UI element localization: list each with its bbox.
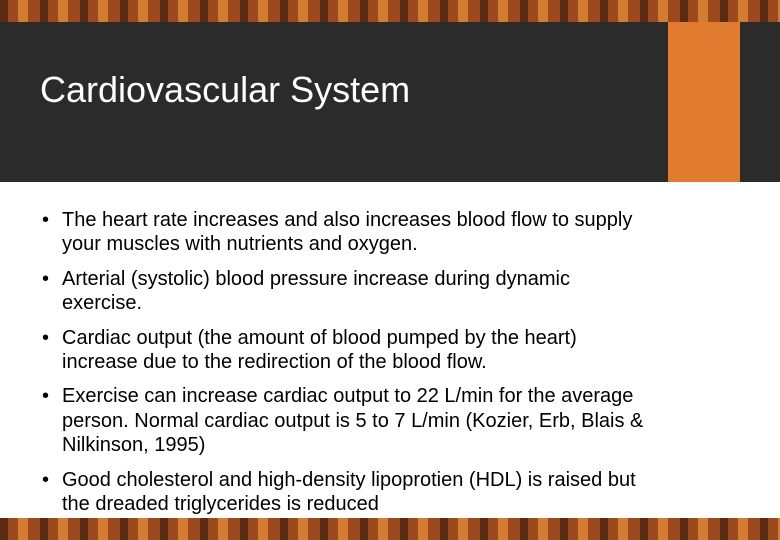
border-top-stripe: [0, 0, 780, 22]
slide-title: Cardiovascular System: [40, 70, 410, 110]
bullet-item: The heart rate increases and also increa…: [40, 208, 650, 257]
bullet-list: The heart rate increases and also increa…: [40, 208, 650, 516]
bullet-item: Arterial (systolic) blood pressure incre…: [40, 267, 650, 316]
border-bottom-stripe: [0, 518, 780, 540]
bullet-item: Exercise can increase cardiac output to …: [40, 384, 650, 457]
accent-bar: [668, 22, 740, 182]
bullet-item: Good cholesterol and high-density lipopr…: [40, 468, 650, 517]
slide-body: The heart rate increases and also increa…: [40, 208, 650, 526]
slide: Cardiovascular System The heart rate inc…: [0, 0, 780, 540]
bullet-item: Cardiac output (the amount of blood pump…: [40, 326, 650, 375]
